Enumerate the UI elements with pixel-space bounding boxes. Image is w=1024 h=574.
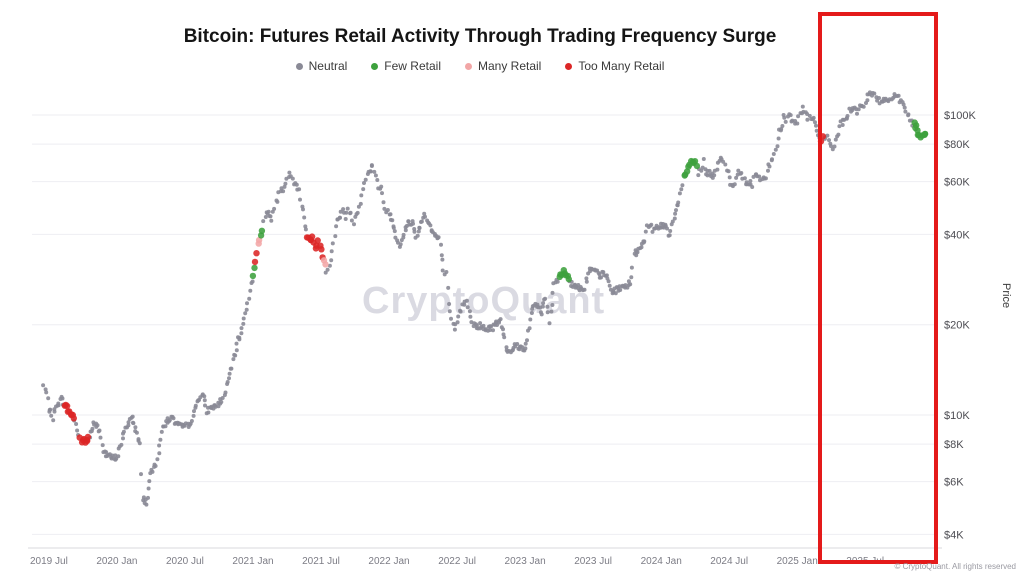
svg-text:$60K: $60K <box>944 177 970 189</box>
svg-text:2023 Jul: 2023 Jul <box>574 556 612 567</box>
cryptoquant-watermark: CryptoQuant <box>362 280 606 322</box>
legend-label: Neutral <box>308 59 348 73</box>
svg-text:$80K: $80K <box>944 139 970 151</box>
too-many-retail-dot-icon <box>565 62 573 70</box>
neutral-dot-icon <box>295 62 303 70</box>
y-axis-label: Price <box>1000 283 1012 309</box>
svg-text:2022 Jul: 2022 Jul <box>438 556 476 567</box>
svg-text:2023 Jan: 2023 Jan <box>505 556 546 567</box>
many-retail-dot-icon <box>464 62 472 70</box>
svg-text:2022 Jan: 2022 Jan <box>368 556 409 567</box>
svg-text:$6K: $6K <box>944 477 964 489</box>
svg-text:2021 Jul: 2021 Jul <box>302 556 340 567</box>
svg-text:$8K: $8K <box>944 439 964 451</box>
legend-item-too-many-retail: Too Many Retail <box>565 59 664 73</box>
svg-text:$10K: $10K <box>944 410 970 422</box>
legend-label: Few Retail <box>384 59 441 73</box>
svg-text:2020 Jan: 2020 Jan <box>96 556 137 567</box>
svg-text:$100K: $100K <box>944 110 976 122</box>
svg-text:2020 Jul: 2020 Jul <box>166 556 204 567</box>
legend: Neutral Few Retail Many Retail Too Many Ret… <box>0 59 960 73</box>
legend-item-few-retail: Few Retail <box>371 59 441 73</box>
svg-text:$20K: $20K <box>944 320 970 332</box>
svg-text:2025 Jul: 2025 Jul <box>846 556 884 567</box>
legend-item-many-retail: Many Retail <box>464 59 542 73</box>
legend-item-neutral: Neutral <box>295 59 348 73</box>
legend-label: Too Many Retail <box>578 59 665 73</box>
svg-text:2024 Jan: 2024 Jan <box>641 556 682 567</box>
svg-text:2021 Jan: 2021 Jan <box>232 556 273 567</box>
svg-text:$4K: $4K <box>944 529 964 541</box>
svg-text:2019 Jul: 2019 Jul <box>30 556 68 567</box>
svg-text:2024 Jul: 2024 Jul <box>710 556 748 567</box>
svg-text:$40K: $40K <box>944 229 970 241</box>
chart-title: Bitcoin: Futures Retail Activity Through… <box>183 26 777 47</box>
copyright-note: © CryptoQuant. All rights reserved <box>894 562 1017 571</box>
svg-text:2025 Jan: 2025 Jan <box>777 556 818 567</box>
legend-label: Many Retail <box>477 59 542 73</box>
few-retail-dot-icon <box>371 62 379 70</box>
